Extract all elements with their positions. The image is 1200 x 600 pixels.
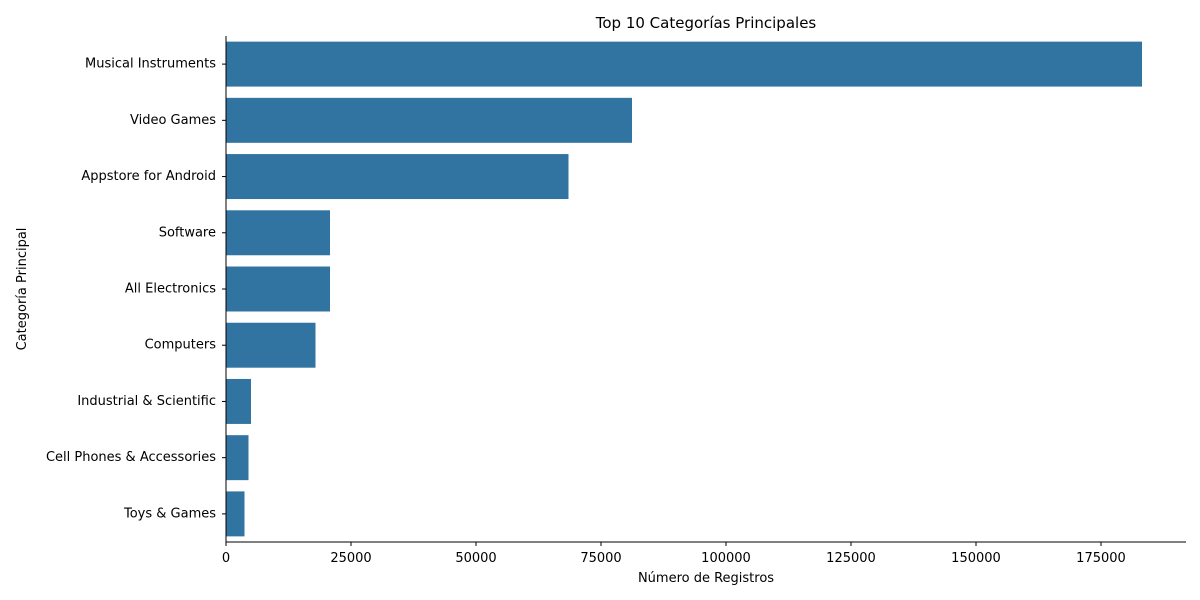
- bar: [226, 210, 330, 256]
- x-tick-label: 175000: [1076, 551, 1126, 566]
- x-tick-label: 150000: [951, 551, 1001, 566]
- bar: [226, 97, 632, 143]
- bar: [226, 41, 1142, 87]
- y-tick-label: Software: [159, 225, 216, 240]
- x-axis-label: Número de Registros: [638, 571, 774, 586]
- x-tick-label: 75000: [580, 551, 621, 566]
- y-tick-label: Computers: [145, 338, 217, 353]
- y-tick-label: Toys & Games: [123, 506, 216, 521]
- x-tick-label: 125000: [826, 551, 876, 566]
- bar: [226, 266, 330, 312]
- x-tick-label: 50000: [455, 551, 496, 566]
- bar: [226, 435, 249, 481]
- y-tick-label: Cell Phones & Accessories: [46, 450, 216, 465]
- x-tick-label: 100000: [701, 551, 751, 566]
- y-tick-label: All Electronics: [125, 282, 216, 297]
- y-tick-label: Video Games: [130, 113, 216, 128]
- y-axis-label: Categoría Principal: [15, 228, 30, 351]
- y-tick-label: Musical Instruments: [85, 57, 216, 72]
- x-tick-label: 0: [222, 551, 230, 566]
- y-ticks-group: Musical Instruments Video Games Appstore f…: [46, 57, 226, 521]
- bar: [226, 378, 251, 424]
- bar: [226, 322, 316, 368]
- bar: [226, 491, 245, 537]
- bar: [226, 154, 569, 200]
- chart-title: Top 10 Categorías Principales: [595, 14, 817, 32]
- y-tick-label: Appstore for Android: [81, 169, 216, 184]
- bars-group: [226, 41, 1142, 537]
- y-tick-label: Industrial & Scientific: [77, 394, 216, 409]
- x-tick-label: 25000: [330, 551, 371, 566]
- x-ticks-group: 0 25000 50000 75000 100000 125000 150000 175000: [222, 542, 1126, 566]
